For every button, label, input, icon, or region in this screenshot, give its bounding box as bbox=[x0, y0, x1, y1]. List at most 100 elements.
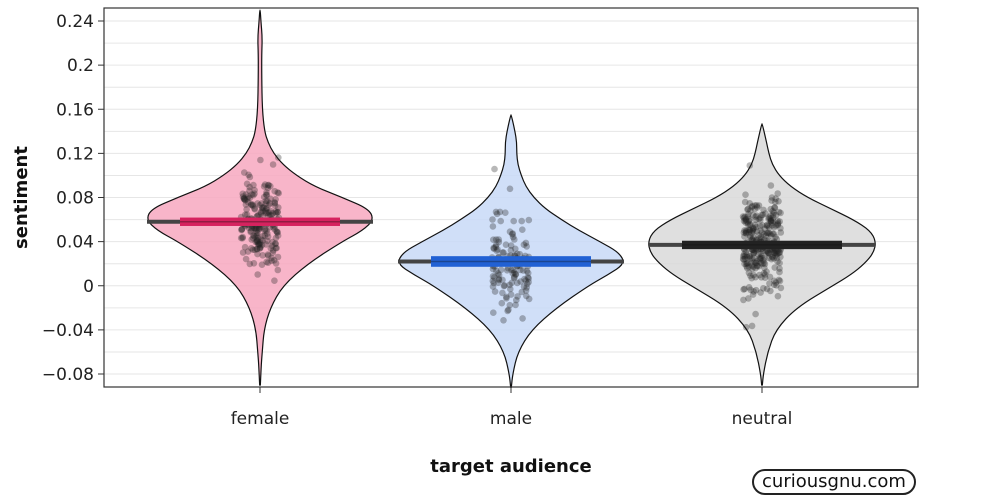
data-point bbox=[751, 205, 758, 213]
data-point bbox=[248, 224, 255, 232]
data-point bbox=[271, 187, 279, 195]
data-point bbox=[251, 233, 258, 240]
data-point bbox=[525, 275, 532, 282]
data-point bbox=[258, 261, 266, 269]
data-point bbox=[741, 198, 749, 206]
data-point bbox=[274, 208, 281, 216]
data-point bbox=[508, 279, 516, 287]
data-point bbox=[763, 247, 770, 255]
data-point bbox=[249, 202, 256, 210]
data-point bbox=[748, 322, 756, 330]
data-point bbox=[773, 250, 781, 258]
data-point bbox=[272, 260, 280, 267]
data-point bbox=[499, 249, 506, 256]
x-tick-label-male: male bbox=[490, 409, 532, 429]
data-point bbox=[250, 232, 257, 239]
data-point bbox=[242, 255, 250, 263]
data-point bbox=[265, 182, 272, 189]
data-point bbox=[262, 241, 270, 248]
data-point bbox=[774, 221, 781, 229]
data-point bbox=[757, 214, 764, 221]
data-point bbox=[240, 195, 248, 203]
data-point bbox=[768, 194, 776, 201]
y-tick-label: 0 bbox=[83, 277, 94, 297]
data-point bbox=[746, 227, 754, 234]
data-point bbox=[523, 243, 530, 250]
data-point bbox=[743, 228, 750, 235]
data-point bbox=[502, 209, 509, 216]
data-point bbox=[771, 247, 779, 255]
data-point bbox=[752, 223, 760, 231]
data-point bbox=[507, 291, 515, 298]
data-point bbox=[770, 209, 778, 216]
data-point bbox=[752, 259, 759, 267]
data-point bbox=[269, 161, 277, 168]
data-point bbox=[766, 230, 774, 237]
data-point bbox=[274, 266, 282, 274]
data-point bbox=[255, 240, 262, 248]
watermark-badge: curiousgnu.com bbox=[752, 469, 916, 495]
data-point bbox=[495, 271, 503, 279]
data-point bbox=[741, 213, 749, 221]
data-point bbox=[263, 189, 270, 196]
data-point bbox=[768, 232, 775, 239]
data-point bbox=[251, 246, 259, 254]
data-point bbox=[263, 191, 270, 198]
data-point bbox=[756, 254, 764, 261]
data-point bbox=[272, 240, 279, 248]
data-point bbox=[260, 183, 268, 190]
data-point bbox=[771, 204, 779, 211]
data-point bbox=[275, 204, 282, 211]
data-point bbox=[489, 216, 496, 223]
data-point bbox=[241, 243, 249, 251]
data-point bbox=[508, 266, 515, 274]
data-point bbox=[267, 245, 275, 252]
mean-bars bbox=[147, 217, 875, 267]
data-point bbox=[770, 249, 778, 256]
data-point bbox=[744, 206, 751, 213]
data-point bbox=[254, 200, 261, 207]
data-point bbox=[777, 284, 785, 292]
data-point bbox=[496, 208, 504, 216]
data-point bbox=[767, 205, 774, 213]
data-point bbox=[524, 269, 532, 277]
data-point bbox=[761, 254, 768, 262]
data-point bbox=[264, 259, 272, 267]
data-point bbox=[520, 267, 527, 274]
data-point bbox=[264, 237, 271, 245]
data-point bbox=[259, 204, 266, 211]
data-point bbox=[268, 254, 275, 262]
data-point bbox=[740, 256, 748, 263]
data-point bbox=[494, 270, 502, 277]
data-point bbox=[263, 191, 271, 199]
data-point bbox=[750, 249, 757, 257]
data-point bbox=[492, 241, 500, 249]
y-tick-label: 0.24 bbox=[56, 12, 94, 32]
data-point bbox=[240, 195, 248, 203]
data-point bbox=[766, 273, 774, 281]
data-point bbox=[256, 244, 264, 252]
data-point bbox=[509, 233, 517, 241]
data-point bbox=[263, 206, 270, 213]
data-point bbox=[761, 264, 768, 272]
data-point bbox=[740, 214, 748, 222]
data-point bbox=[252, 225, 260, 232]
data-point bbox=[776, 218, 783, 225]
data-point bbox=[757, 227, 764, 234]
data-point bbox=[253, 245, 261, 253]
data-point bbox=[763, 229, 771, 237]
data-point bbox=[744, 264, 751, 272]
data-point bbox=[264, 184, 272, 192]
data-point bbox=[254, 250, 261, 258]
data-point bbox=[239, 193, 247, 200]
data-point bbox=[767, 218, 774, 225]
data-point bbox=[768, 222, 776, 229]
data-point bbox=[512, 270, 519, 278]
data-point bbox=[774, 219, 782, 227]
data-point bbox=[248, 245, 255, 252]
data-point bbox=[769, 211, 777, 219]
data-point bbox=[749, 224, 757, 231]
data-point bbox=[747, 221, 754, 228]
data-point bbox=[507, 246, 515, 254]
data-point bbox=[750, 211, 757, 219]
